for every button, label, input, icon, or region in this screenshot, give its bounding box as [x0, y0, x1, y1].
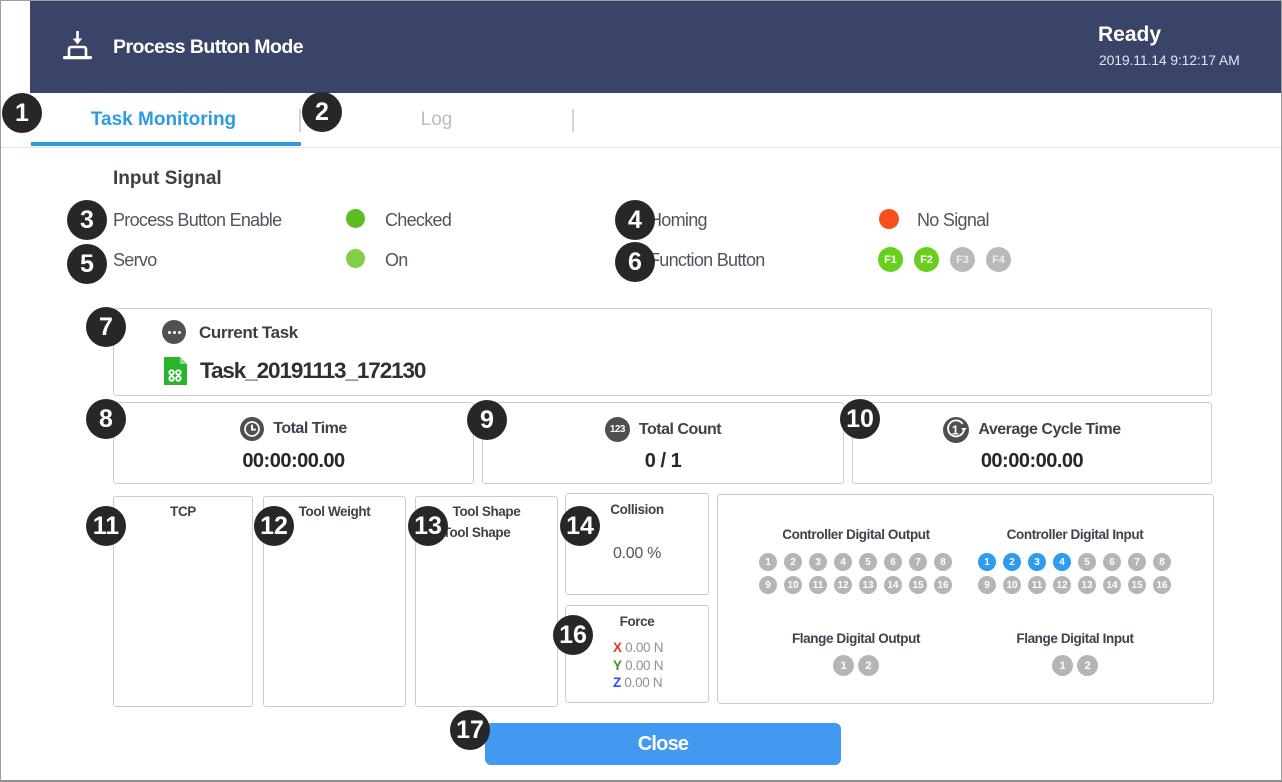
svg-text:1: 1: [952, 423, 959, 437]
